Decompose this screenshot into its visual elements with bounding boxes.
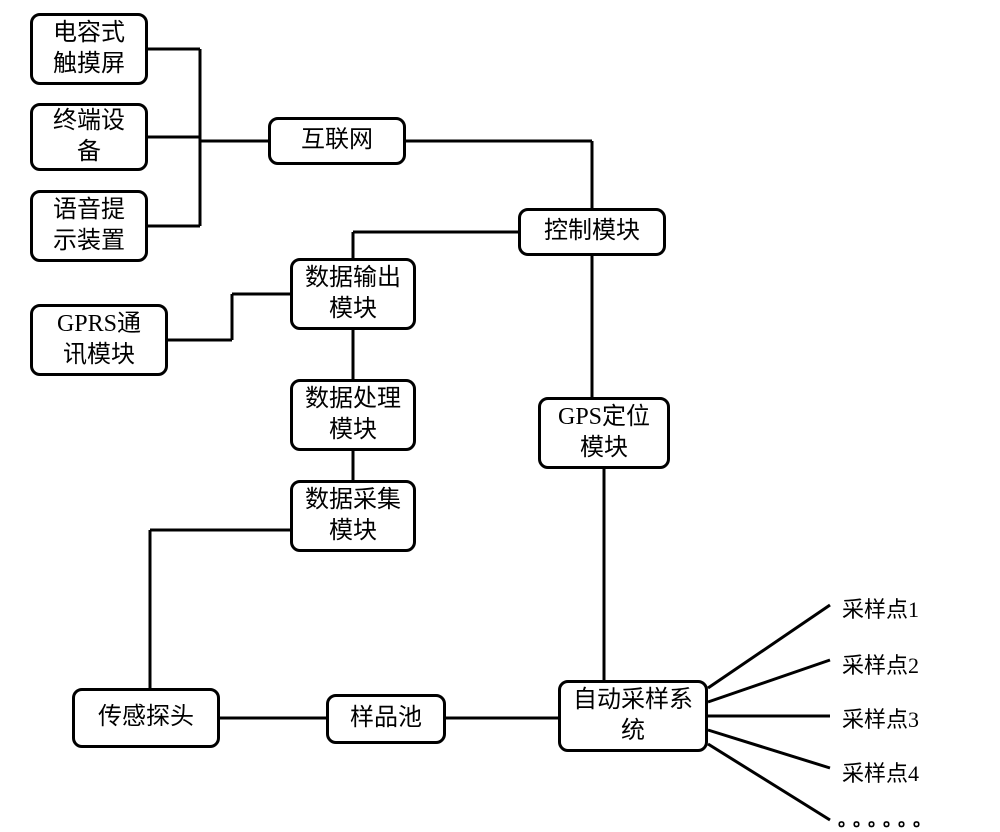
node-label: 样品池	[350, 703, 422, 734]
label-sample-point-3: 采样点3	[842, 702, 919, 734]
label-sample-point-4: 采样点4	[842, 756, 919, 788]
node-sensor-probe: 传感探头	[72, 688, 220, 748]
node-gprs: GPRS通讯模块	[30, 304, 168, 376]
node-internet: 互联网	[268, 117, 406, 165]
node-data-acquisition: 数据采集模块	[290, 480, 416, 552]
node-label: GPRS通讯模块	[57, 309, 141, 371]
ellipsis-dots: 。。。。。。	[838, 806, 937, 832]
node-label: 数据采集模块	[305, 485, 401, 547]
node-data-processing: 数据处理模块	[290, 379, 416, 451]
node-label: 语音提示装置	[53, 195, 125, 257]
node-label: 传感探头	[98, 702, 194, 733]
node-label: 自动采样系统	[573, 685, 693, 747]
node-label: GPS定位模块	[558, 402, 650, 464]
node-auto-sampling: 自动采样系统	[558, 680, 708, 752]
node-label: 互联网	[301, 125, 373, 156]
node-control: 控制模块	[518, 208, 666, 256]
node-label: 终端设备	[53, 106, 125, 168]
node-touch-screen: 电容式触摸屏	[30, 13, 148, 85]
node-terminal: 终端设备	[30, 103, 148, 171]
node-data-output: 数据输出模块	[290, 258, 416, 330]
node-label: 数据处理模块	[305, 384, 401, 446]
node-sample-pool: 样品池	[326, 694, 446, 744]
node-label: 电容式触摸屏	[53, 18, 125, 80]
node-voice-prompt: 语音提示装置	[30, 190, 148, 262]
label-sample-point-1: 采样点1	[842, 592, 919, 624]
node-label: 控制模块	[544, 216, 640, 247]
node-gps: GPS定位模块	[538, 397, 670, 469]
node-label: 数据输出模块	[305, 263, 401, 325]
label-sample-point-2: 采样点2	[842, 648, 919, 680]
